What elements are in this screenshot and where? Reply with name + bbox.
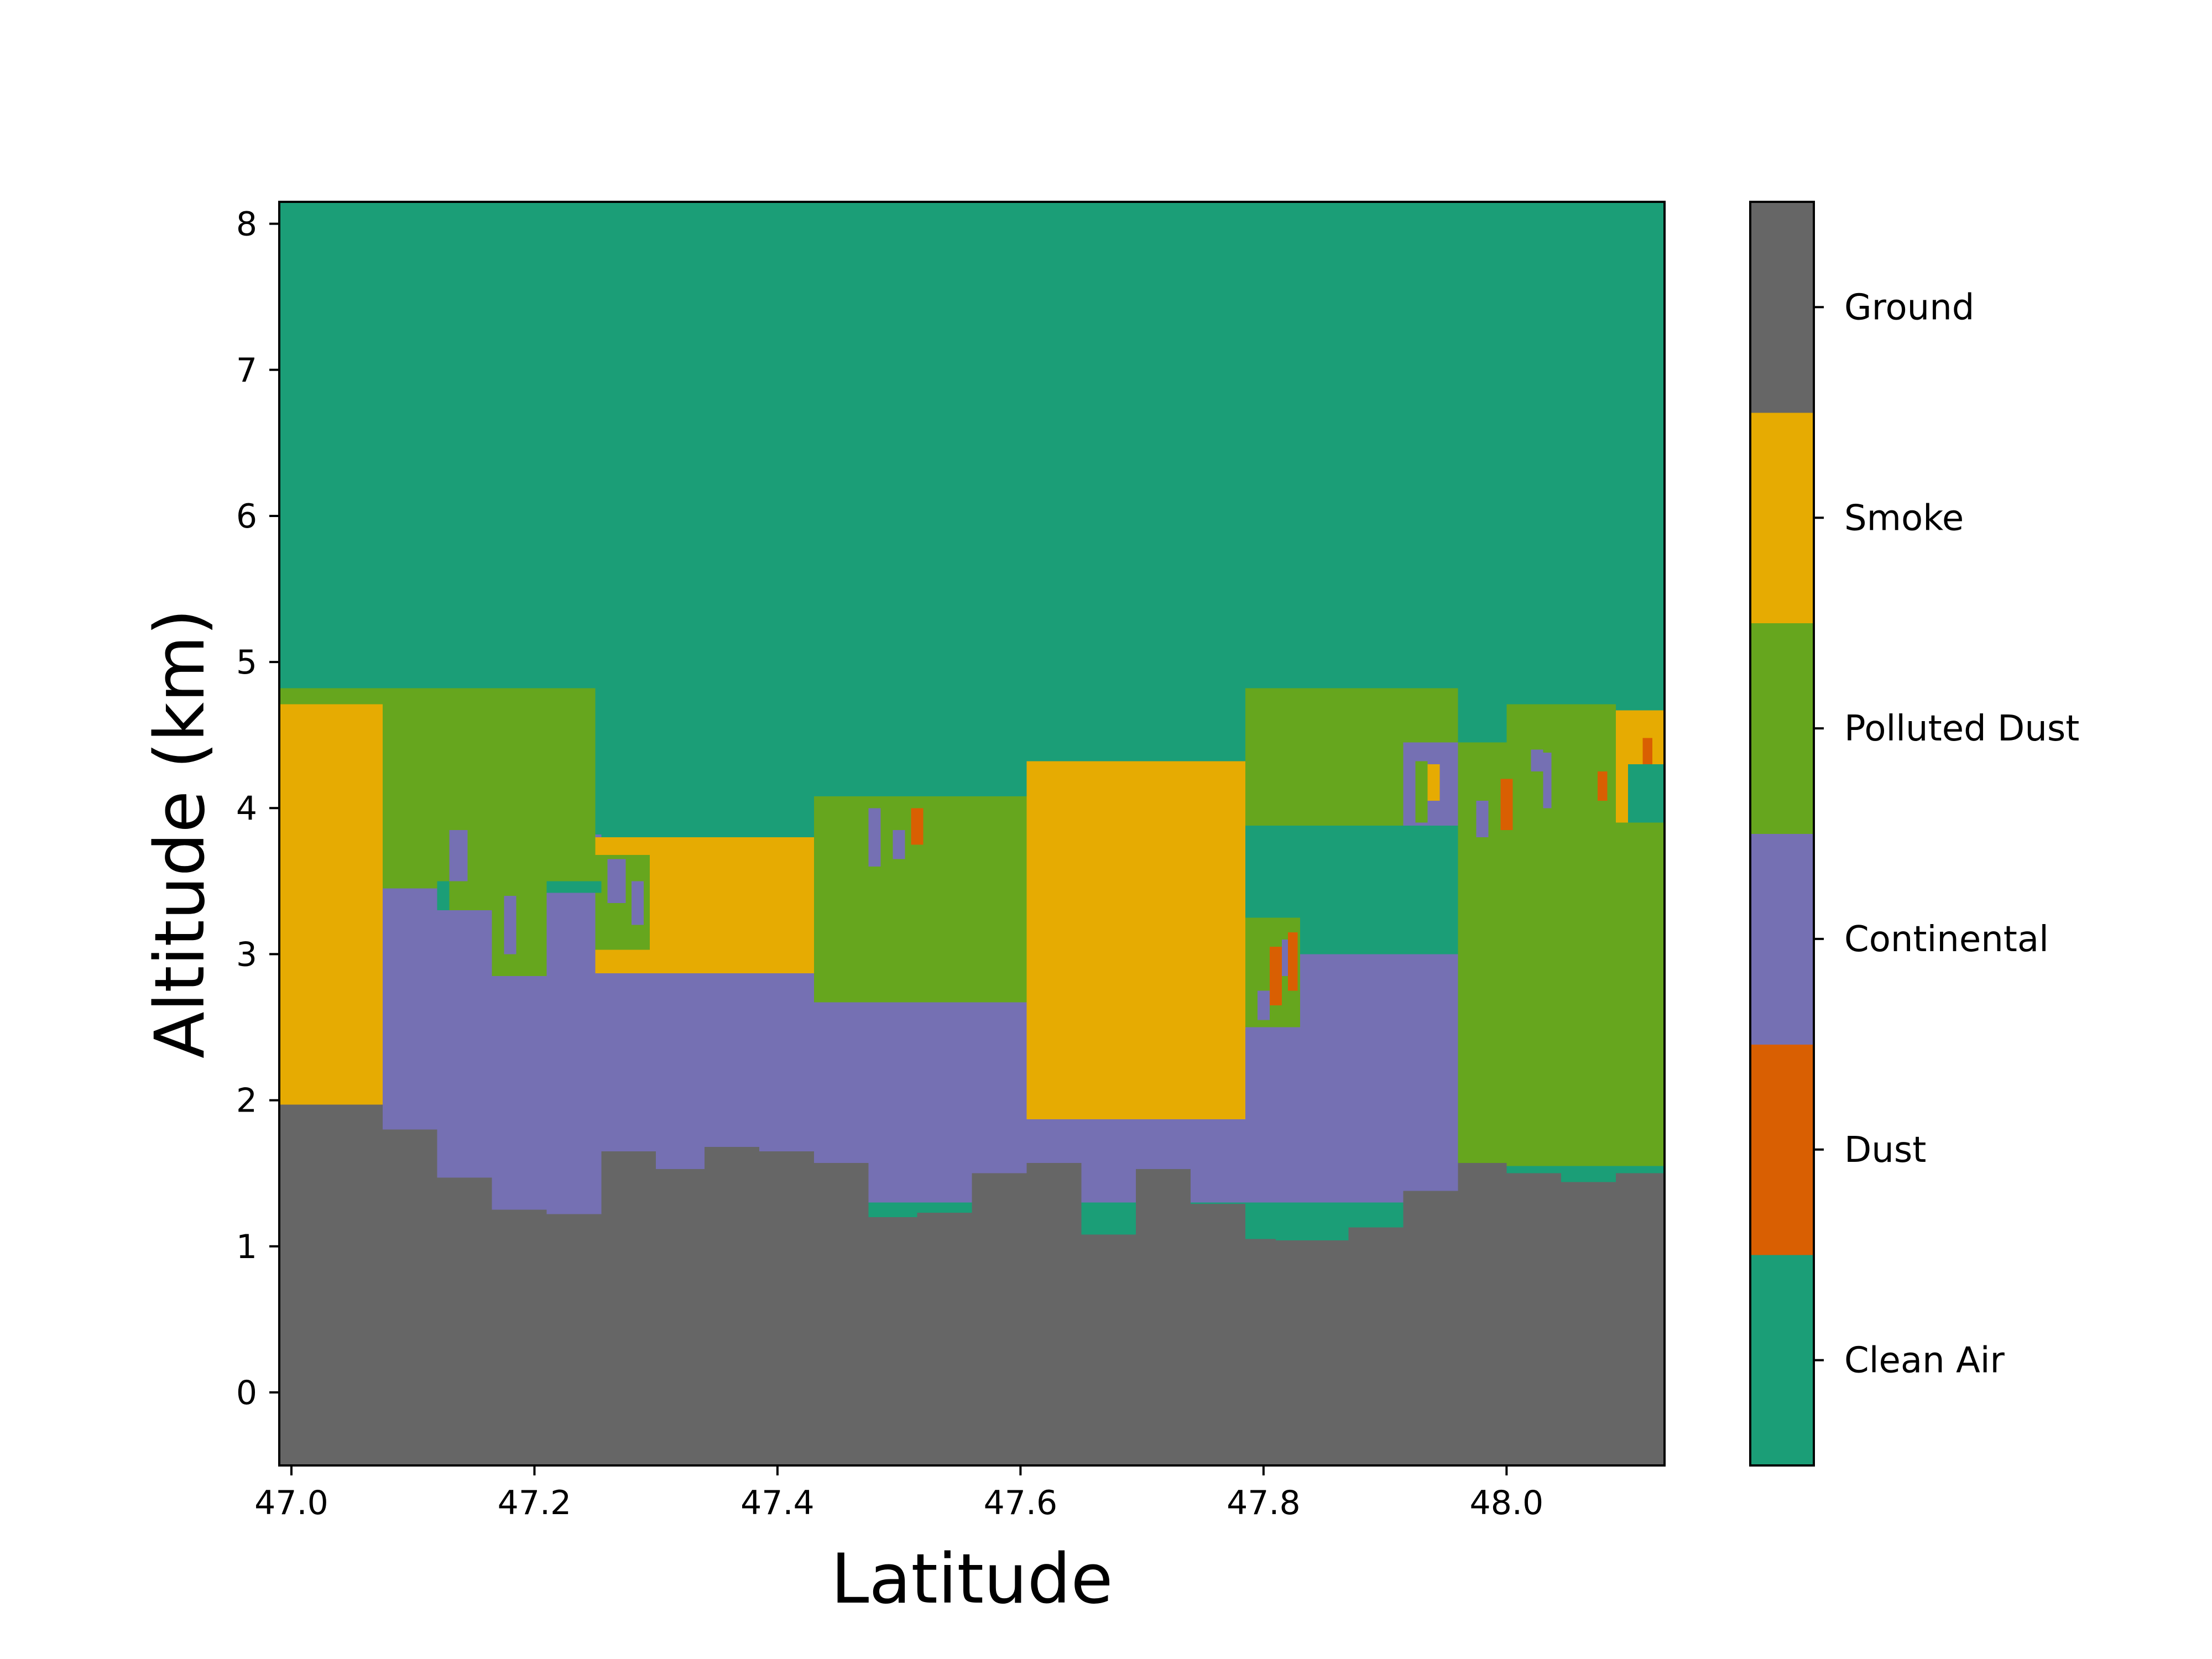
y-axis-title: Altitude (km) (140, 609, 220, 1058)
region-clean-air (1628, 764, 1665, 823)
region-ground (279, 1104, 383, 1465)
y-tick-label: 0 (236, 1374, 257, 1412)
region-ground (601, 1151, 656, 1465)
region-ground (1616, 1173, 1665, 1465)
region-clean-air (917, 1202, 972, 1213)
y-tick-label: 4 (236, 789, 257, 828)
x-tick-label: 47.4 (740, 1484, 815, 1522)
region-polluted-dust (492, 888, 547, 977)
region-ground (1245, 1239, 1276, 1465)
x-tick-label: 48.0 (1470, 1484, 1544, 1522)
region-continental (1281, 940, 1288, 977)
y-tick-label: 3 (236, 935, 257, 974)
y-tick-label: 2 (236, 1082, 257, 1120)
region-ground (546, 1214, 602, 1465)
region-ground (917, 1213, 972, 1465)
region-dust (1642, 738, 1653, 772)
region-ground (656, 1168, 705, 1465)
region-ground (813, 1163, 869, 1465)
region-continental (893, 830, 905, 859)
colorbar: Clean Air Dust Continental Polluted Dust Smo… (1749, 201, 2079, 1467)
colorbar-label: Clean Air (1844, 1340, 2005, 1381)
plot-area (278, 201, 1666, 1467)
region-ground (382, 1129, 437, 1465)
colorbar-swatch-continental (1750, 833, 1814, 1045)
x-tick-label: 47.2 (498, 1484, 572, 1522)
colorbar-swatch-ground (1750, 202, 1814, 413)
region-ground (1081, 1234, 1136, 1465)
region-continental (1543, 752, 1552, 808)
region-ground (1506, 1173, 1562, 1465)
x-axis: 47.0 47.2 47.4 47.6 47.8 48.0 (254, 1465, 1543, 1522)
region-continental (607, 859, 626, 903)
region-continental (595, 973, 814, 1173)
colorbar-frame (1749, 201, 1815, 1467)
region-continental (504, 895, 517, 954)
region-dust (1500, 779, 1513, 830)
region-dust (1287, 932, 1298, 991)
region-ground (437, 1177, 492, 1465)
region-clean-air (546, 881, 602, 893)
region-continental (1257, 990, 1270, 1020)
region-continental (1531, 749, 1543, 772)
region-ground (1026, 1163, 1082, 1465)
x-tick-label: 47.8 (1227, 1484, 1301, 1522)
region-clean-air (868, 1202, 917, 1217)
region-clean-air (1561, 1166, 1616, 1182)
colorbar-label: Polluted Dust (1844, 708, 2079, 749)
region-continental (1476, 801, 1489, 838)
region-ground (1191, 1204, 1245, 1465)
colorbar-label: Smoke (1844, 498, 1964, 539)
region-clean-air (437, 881, 450, 911)
region-ground (1458, 1163, 1507, 1465)
colorbar-swatch-dust (1750, 1044, 1814, 1255)
plot-frame (278, 201, 1666, 1467)
region-smoke (1026, 761, 1245, 1119)
y-tick-label: 8 (236, 205, 257, 244)
y-tick-label: 1 (236, 1228, 257, 1266)
x-tick-label: 47.6 (984, 1484, 1058, 1522)
region-polluted-dust (1415, 761, 1428, 823)
region-smoke (1427, 764, 1440, 801)
x-axis-title: Latitude (831, 1540, 1113, 1619)
region-clean-air (1081, 1202, 1136, 1235)
region-continental (449, 830, 468, 881)
region-continental (868, 808, 881, 867)
colorbar-label: Continental (1844, 919, 2049, 960)
region-ground (492, 1209, 547, 1465)
region-ground (705, 1147, 759, 1465)
region-ground (1348, 1227, 1404, 1465)
region-ground (868, 1217, 917, 1465)
y-tick-label: 5 (236, 643, 257, 682)
region-ground (972, 1173, 1027, 1465)
colorbar-swatch-smoke (1750, 412, 1814, 624)
colorbar-label: Ground (1844, 287, 1974, 328)
y-tick-label: 7 (236, 351, 257, 390)
region-ground (1403, 1191, 1458, 1465)
region-ground (759, 1151, 814, 1465)
x-tick-label: 47.0 (254, 1484, 328, 1522)
region-ground (1275, 1240, 1349, 1465)
region-ground (1561, 1182, 1616, 1465)
region-dust (1598, 771, 1608, 801)
colorbar-label: Dust (1844, 1130, 1926, 1171)
region-dust (911, 808, 924, 845)
region-continental (632, 881, 644, 925)
region-dust (1269, 947, 1282, 1005)
region-smoke (279, 704, 383, 1108)
colorbar-swatch-clean-air (1750, 1255, 1814, 1466)
y-axis: 0 1 2 3 4 5 6 7 8 (236, 205, 279, 1412)
region-polluted-dust (1506, 704, 1616, 743)
colorbar-swatch-polluted-dust (1750, 623, 1814, 834)
y-tick-label: 6 (236, 497, 257, 536)
region-ground (1136, 1168, 1191, 1465)
